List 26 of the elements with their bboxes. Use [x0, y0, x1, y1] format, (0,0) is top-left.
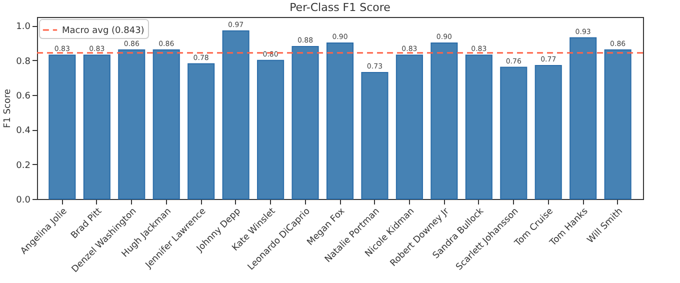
bar [326, 42, 354, 200]
bar [500, 66, 528, 200]
chart-title: Per-Class F1 Score [290, 1, 391, 14]
bar [570, 37, 597, 200]
bar [118, 49, 146, 200]
bar [396, 54, 423, 200]
y-tick-label: 0.6 [16, 92, 31, 102]
bar [534, 65, 562, 200]
bar [465, 54, 492, 200]
y-tick-label: 0.0 [16, 196, 31, 206]
bar [222, 30, 250, 200]
bar [292, 46, 319, 200]
bar [152, 49, 180, 200]
y-tick-label: 0.8 [16, 56, 31, 67]
bar [604, 49, 632, 200]
bar [48, 54, 76, 200]
bar [430, 42, 458, 200]
y-axis-title: F1 Score [3, 88, 14, 128]
y-tick-label: 0.2 [16, 160, 30, 171]
bar [188, 63, 215, 200]
y-tick-label: 0.4 [16, 126, 31, 136]
bar [83, 54, 110, 200]
bar [361, 72, 388, 200]
bar [257, 60, 284, 200]
legend-label: Macro avg (0.843) [62, 26, 144, 36]
y-tick-label: 1.0 [16, 22, 31, 32]
